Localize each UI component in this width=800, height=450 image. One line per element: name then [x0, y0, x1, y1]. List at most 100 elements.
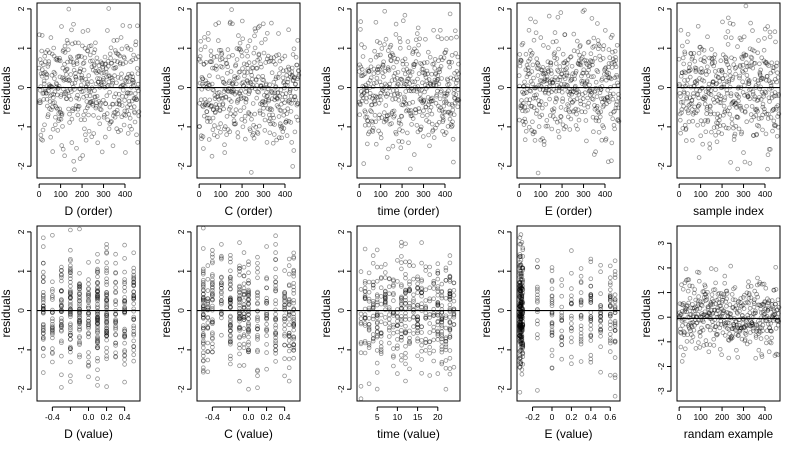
residual-point: [575, 107, 581, 113]
residual-point: [131, 358, 137, 364]
residual-point: [124, 79, 129, 84]
residual-point: [419, 80, 425, 85]
residual-point: [542, 78, 547, 83]
residual-point: [583, 84, 588, 89]
residual-point: [554, 119, 560, 125]
plot-frame: [356, 2, 461, 179]
x-tick-label: 0: [517, 189, 522, 199]
residual-point: [728, 263, 733, 269]
residual-point: [258, 84, 264, 89]
residual-point: [399, 76, 404, 82]
residual-point: [391, 330, 396, 336]
residual-point: [425, 84, 431, 89]
residual-point: [767, 29, 773, 35]
residual-point: [286, 316, 292, 322]
residual-point: [552, 55, 557, 60]
residual-point: [240, 36, 246, 42]
x-tick-label: 200: [395, 189, 409, 199]
residual-point: [718, 100, 724, 106]
residual-point: [415, 76, 420, 82]
residual-point: [113, 48, 118, 53]
residual-point: [729, 77, 735, 82]
residual-point: [396, 82, 401, 87]
residual-point: [383, 103, 389, 108]
residual-point: [526, 27, 532, 33]
residual-point: [589, 16, 595, 21]
residual-point: [236, 33, 241, 38]
residual-point: [601, 96, 606, 101]
residual-point: [63, 96, 69, 102]
residual-point: [695, 92, 701, 97]
residual-point: [428, 96, 434, 102]
residual-point: [572, 73, 577, 78]
residual-point: [113, 91, 119, 97]
residual-point: [205, 276, 211, 282]
residual-point: [745, 93, 751, 99]
residual-point: [450, 136, 456, 142]
x-tick-label: 400: [278, 189, 292, 199]
residual-point: [435, 371, 441, 376]
residual-point: [569, 354, 574, 360]
residual-point: [88, 43, 94, 48]
residual-point: [546, 69, 551, 75]
residual-point: [219, 242, 224, 247]
residual-point: [101, 98, 106, 103]
residual-point: [742, 159, 748, 165]
residual-point: [591, 43, 597, 49]
residual-point: [584, 70, 590, 76]
residual-point: [427, 54, 433, 60]
residual-point: [116, 97, 122, 103]
residual-point: [370, 129, 376, 134]
residual-point: [556, 134, 562, 140]
residual-point: [592, 55, 598, 61]
residual-point: [411, 64, 417, 70]
residual-point: [96, 79, 101, 85]
residual-point: [727, 302, 733, 307]
residual-point: [547, 113, 553, 118]
x-tick-label: 300: [416, 189, 430, 199]
residual-point: [357, 112, 363, 117]
residual-point: [729, 116, 735, 122]
residual-point: [448, 111, 453, 117]
residual-point: [727, 69, 732, 74]
residual-point: [541, 139, 547, 144]
residual-point: [248, 81, 254, 86]
residual-point: [420, 70, 426, 75]
residual-point: [686, 119, 692, 125]
residual-point: [402, 71, 408, 77]
residual-point: [208, 59, 214, 64]
residual-point: [587, 82, 592, 88]
residual-point: [267, 107, 273, 112]
y-axis-label: residuals: [0, 66, 13, 114]
residual-point: [378, 264, 384, 270]
residual-point: [613, 58, 618, 63]
residual-point: [373, 93, 378, 99]
residual-point: [582, 7, 587, 13]
residual-point: [691, 290, 697, 296]
residual-point: [608, 76, 614, 82]
residual-point: [70, 60, 76, 65]
y-tick-label: 2: [656, 6, 666, 11]
residual-point: [451, 76, 456, 82]
residual-point: [715, 115, 720, 121]
residual-point: [226, 107, 232, 112]
residual-point: [273, 274, 278, 280]
residual-point: [197, 54, 203, 59]
residual-point: [423, 348, 429, 353]
residual-point: [242, 73, 247, 79]
residual-point: [453, 80, 459, 86]
residual-point: [63, 77, 69, 82]
y-axis-label: residuals: [159, 66, 173, 114]
residual-point: [93, 40, 98, 46]
residual-point: [293, 86, 299, 91]
residual-point: [427, 264, 433, 270]
residual-point: [568, 116, 574, 122]
residual-point: [594, 94, 600, 99]
residual-point: [241, 341, 247, 347]
residual-point: [50, 279, 55, 285]
residual-point: [121, 112, 127, 117]
residual-point: [701, 78, 707, 84]
points: [201, 225, 297, 392]
